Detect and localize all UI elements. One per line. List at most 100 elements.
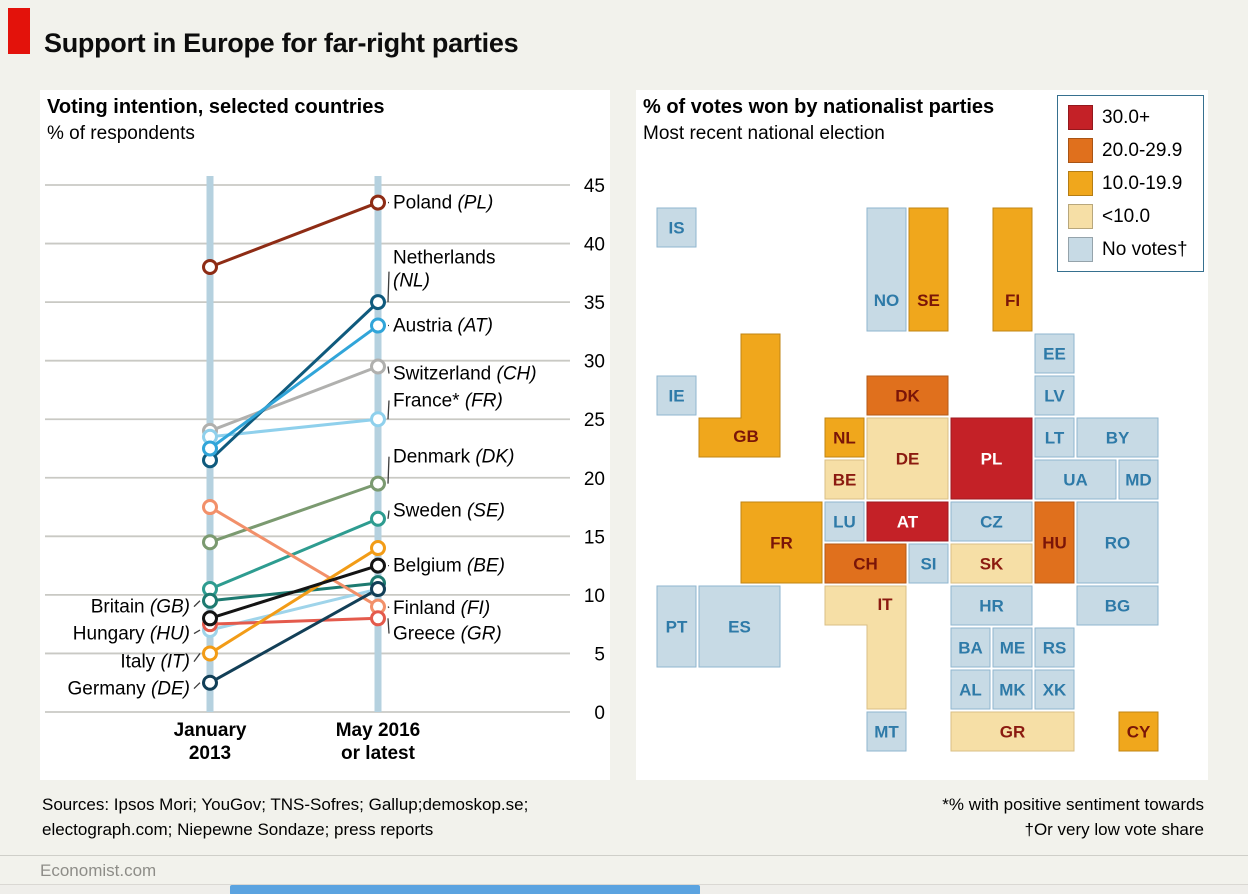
footnote-line-2: †Or very low vote share: [1024, 820, 1204, 839]
map-tile-RO: [1076, 501, 1159, 584]
map-tile-NO: [866, 207, 907, 332]
legend-row-golden: 10.0-19.9: [1068, 171, 1193, 196]
map-tile-label-NO: NO: [874, 291, 900, 310]
ytick-35: 35: [584, 293, 605, 314]
map-tile-label-BG: BG: [1105, 597, 1131, 616]
slope-line-Switzerland: [209, 365, 379, 433]
map-tile-label-ES: ES: [728, 618, 751, 637]
legend-label-blue: No votes†: [1102, 238, 1188, 260]
map-tile-label-DE: DE: [896, 450, 920, 469]
slope-line-Austria: [209, 324, 379, 450]
label-connector: [387, 271, 390, 303]
marker-Denmark-0: [202, 534, 218, 551]
footnotes: *% with positive sentiment towards †Or v…: [942, 792, 1204, 842]
series-label-Germany: Germany (DE): [68, 679, 190, 700]
map-tile-CZ: [950, 501, 1033, 542]
map-tile-label-CZ: CZ: [980, 513, 1003, 532]
ytick-20: 20: [584, 469, 605, 490]
marker-Belgium-1: [370, 557, 386, 574]
series-label-Netherlands: Netherlands: [393, 248, 495, 269]
legend-label-orange: 20.0-29.9: [1102, 139, 1183, 161]
map-tile-label-SK: SK: [980, 555, 1004, 574]
slope-line-Italy: [209, 546, 379, 655]
map-tile-label-GB: GB: [733, 427, 759, 446]
legend-swatch-cream: [1068, 204, 1093, 229]
map-tile-label-MD: MD: [1125, 471, 1151, 490]
label-connector: [387, 456, 390, 484]
marker-France*-1: [370, 411, 386, 428]
slope-line-Germany: [209, 587, 379, 685]
marker-Belgium-0: [202, 610, 218, 627]
marker-Britain-0: [202, 592, 218, 609]
map-tile-label-LU: LU: [833, 513, 856, 532]
map-tile-FR: [740, 501, 823, 584]
tile-map-panel: IS NO SE FI EE IE LV GB DK NL DE PL LT BY BE UA MD FR LU AT…: [636, 90, 1208, 780]
map-tile-label-NL: NL: [833, 429, 856, 448]
map-tile-EE: [1034, 333, 1075, 374]
map-tile-AT: [866, 501, 949, 542]
map-legend: 30.0+ 20.0-29.9 10.0-19.9 <10.0 No votes†: [1057, 95, 1204, 272]
marker-Switzerland-1: [370, 358, 386, 375]
sources-line-2: electograph.com; Niepewne Sondaze; press…: [42, 820, 434, 839]
map-tile-BA: [950, 627, 991, 668]
ytick-10: 10: [584, 586, 605, 607]
marker-Poland-1: [370, 194, 386, 211]
map-tile-BE: [824, 459, 865, 500]
marker-Greece-1: [370, 610, 386, 627]
series-label-Italy: Italy (IT): [120, 652, 190, 673]
map-tile-label-BE: BE: [833, 471, 857, 490]
map-tile-SK: [950, 543, 1033, 584]
map-tile-MK: [992, 669, 1033, 710]
series-label-Austria: Austria (AT): [393, 316, 493, 337]
horizontal-scrollbar-thumb[interactable]: [230, 885, 700, 894]
map-tile-label-HR: HR: [979, 597, 1004, 616]
marker-Netherlands-1: [370, 294, 386, 311]
map-tile-SE: [908, 207, 949, 332]
horizontal-scrollbar-track[interactable]: [0, 884, 1248, 894]
map-tile-UA: [1034, 459, 1117, 500]
map-tile-label-LT: LT: [1045, 429, 1065, 448]
marker-Italy-0: [202, 645, 218, 662]
map-tile-label-MK: MK: [999, 681, 1026, 700]
slope-line-Poland: [209, 201, 379, 269]
legend-label-golden: 10.0-19.9: [1102, 172, 1183, 194]
label-connector: [387, 366, 390, 374]
series-label-Belgium: Belgium (BE): [393, 556, 505, 577]
map-tile-GR: [950, 711, 1075, 752]
map-tile-HR: [950, 585, 1033, 626]
x-axis-label: January: [174, 720, 247, 741]
slope-line-Denmark: [209, 482, 379, 544]
series-label-Hungary: Hungary (HU): [73, 624, 190, 645]
map-tile-label-IT: IT: [877, 595, 893, 614]
ytick-25: 25: [584, 410, 605, 431]
ytick-30: 30: [584, 352, 605, 373]
map-tile-label-PT: PT: [666, 618, 688, 637]
map-tile-label-HU: HU: [1042, 534, 1067, 553]
map-tile-label-XK: XK: [1043, 681, 1067, 700]
map-tile-XK: [1034, 669, 1075, 710]
map-tile-CH: [824, 543, 907, 584]
marker-Germany-0: [202, 674, 218, 691]
map-tile-label-AL: AL: [959, 681, 982, 700]
series-label-Switzerland: Switzerland (CH): [393, 364, 537, 385]
map-tile-label-IE: IE: [668, 387, 684, 406]
map-tile-SI: [908, 543, 949, 584]
series-label-Denmark: Denmark (DK): [393, 447, 514, 468]
label-connector: [193, 653, 201, 663]
series-label-Greece: Greece (GR): [393, 624, 502, 645]
marker-Sweden-1: [370, 510, 386, 527]
column-band-1: [374, 176, 382, 712]
map-tile-BG: [1076, 585, 1159, 626]
marker-Austria-0: [202, 440, 218, 457]
slope-line-Belgium: [209, 564, 379, 620]
label-connector: [387, 606, 390, 609]
label-connector: [387, 618, 390, 634]
map-tile-BY: [1076, 417, 1159, 458]
legend-swatch-red: [1068, 105, 1093, 130]
series-label-Sweden: Sweden (SE): [393, 501, 505, 522]
series-label-code-Netherlands: (NL): [393, 271, 430, 292]
label-connector: [193, 629, 201, 635]
map-tile-CY: [1118, 711, 1159, 752]
slope-line-Netherlands: [208, 301, 380, 462]
